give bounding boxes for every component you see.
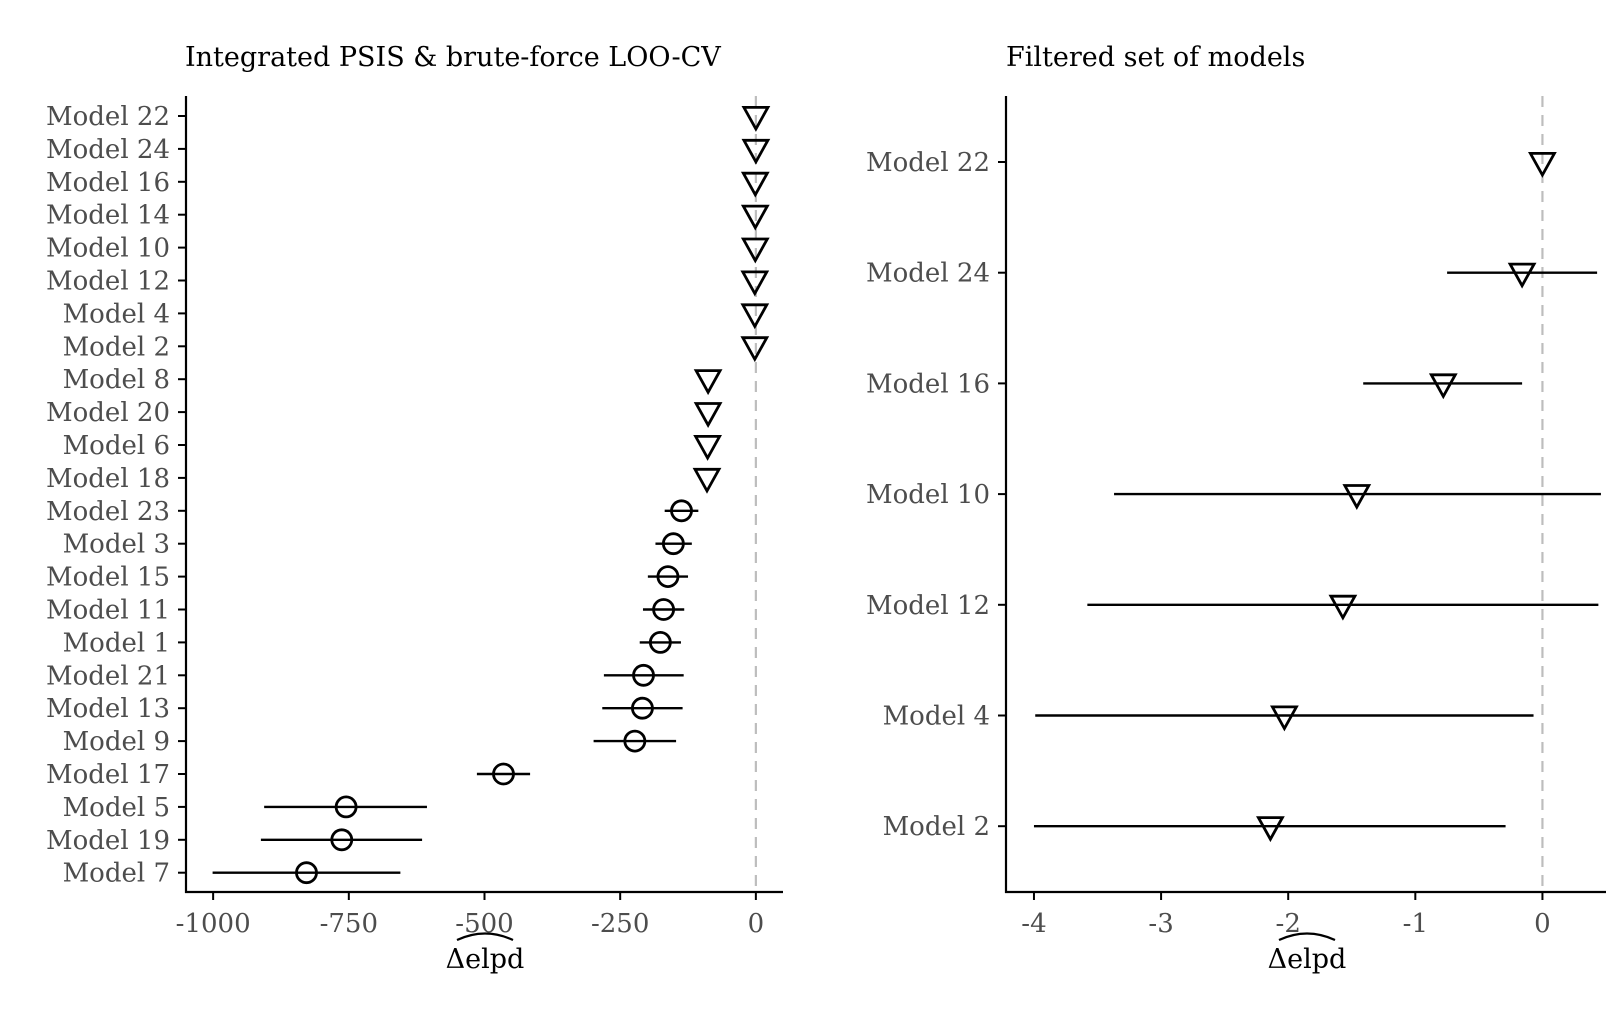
point-triangle-marker bbox=[693, 369, 723, 396]
y-category-label: Model 19 bbox=[46, 826, 170, 856]
y-category-label: Model 9 bbox=[63, 727, 170, 757]
x-tick-label: -500 bbox=[455, 909, 513, 939]
point-triangle-marker bbox=[740, 303, 770, 330]
point-circle-marker bbox=[661, 532, 685, 556]
y-category-label: Model 16 bbox=[866, 369, 990, 399]
x-axis-title: Δelpd bbox=[446, 944, 525, 975]
point-triangle-marker bbox=[740, 237, 770, 264]
point-triangle-marker bbox=[740, 204, 770, 231]
point-circle-marker bbox=[623, 729, 647, 753]
y-category-label: Model 15 bbox=[46, 563, 170, 593]
point-circle-marker bbox=[631, 696, 654, 720]
y-category-label: Model 7 bbox=[63, 859, 170, 889]
y-category-label: Model 10 bbox=[866, 480, 990, 510]
y-category-label: Model 1 bbox=[63, 628, 170, 658]
y-category-label: Model 3 bbox=[63, 530, 170, 560]
x-axis-title-text: Δelpd bbox=[1268, 944, 1347, 975]
x-tick-label: -1000 bbox=[176, 909, 251, 939]
y-category-label: Model 11 bbox=[46, 596, 170, 626]
y-category-label: Model 2 bbox=[883, 812, 990, 842]
point-circle-marker bbox=[670, 499, 693, 523]
y-category-label: Model 10 bbox=[46, 234, 170, 264]
y-category-label: Model 21 bbox=[46, 661, 170, 691]
point-triangle-marker bbox=[693, 402, 723, 428]
panel-title: Filtered set of models bbox=[1006, 42, 1305, 73]
point-triangle-marker bbox=[1342, 484, 1372, 510]
y-category-label: Model 12 bbox=[866, 591, 990, 621]
x-tick-label: 0 bbox=[748, 909, 765, 939]
point-triangle-marker bbox=[741, 138, 771, 165]
point-triangle-marker bbox=[1270, 705, 1299, 732]
y-category-label: Model 22 bbox=[46, 102, 170, 132]
point-triangle-marker bbox=[740, 270, 770, 297]
x-axis-title: Δelpd bbox=[1268, 944, 1347, 975]
point-circle-marker bbox=[648, 631, 672, 654]
point-circle-marker bbox=[295, 861, 318, 885]
point-triangle-marker bbox=[1528, 151, 1557, 178]
y-category-label: Model 4 bbox=[883, 702, 990, 732]
y-category-label: Model 8 bbox=[63, 365, 170, 395]
point-circle-marker bbox=[656, 565, 680, 588]
x-tick-label: -4 bbox=[1021, 909, 1046, 939]
elpd-hat-accent bbox=[1278, 932, 1336, 941]
x-tick-label: 0 bbox=[1534, 909, 1551, 939]
x-tick-label: -3 bbox=[1148, 909, 1173, 939]
point-circle-marker bbox=[652, 598, 675, 621]
y-category-label: Model 20 bbox=[46, 398, 170, 428]
panel-filtered-models: Filtered set of models Δelpd -4 -3 -2 -1 0 Mo… bbox=[866, 42, 1606, 975]
y-category-label: Model 24 bbox=[866, 259, 990, 289]
point-triangle-marker bbox=[1507, 262, 1537, 289]
point-triangle-marker bbox=[1328, 594, 1358, 621]
y-category-label: Model 14 bbox=[46, 201, 170, 231]
point-triangle-marker bbox=[1256, 816, 1285, 843]
point-triangle-marker bbox=[741, 106, 771, 132]
y-category-label: Model 13 bbox=[46, 694, 170, 724]
y-category-label: Model 16 bbox=[46, 168, 170, 198]
point-triangle-marker bbox=[740, 336, 770, 363]
point-triangle-marker bbox=[693, 434, 722, 461]
y-category-label: Model 6 bbox=[63, 431, 170, 461]
panel-loo-cv-all-models: Integrated PSIS & brute-force LOO-CV Δel… bbox=[46, 42, 783, 975]
point-triangle-marker bbox=[1428, 373, 1458, 400]
x-tick-label: -2 bbox=[1276, 909, 1301, 939]
x-tick-label: -1 bbox=[1403, 909, 1428, 939]
y-category-label: Model 17 bbox=[46, 760, 170, 790]
point-triangle-marker bbox=[740, 171, 770, 198]
y-category-label: Model 12 bbox=[46, 267, 170, 297]
y-category-label: Model 18 bbox=[46, 464, 170, 494]
point-circle-marker bbox=[330, 828, 354, 852]
elpd-hat-accent bbox=[456, 932, 514, 941]
y-category-label: Model 22 bbox=[866, 148, 990, 178]
x-tick-label: -250 bbox=[591, 909, 649, 939]
x-axis-title-text: Δelpd bbox=[446, 944, 525, 975]
y-category-label: Model 24 bbox=[46, 135, 170, 165]
point-circle-marker bbox=[334, 795, 358, 819]
y-category-label: Model 2 bbox=[63, 332, 170, 362]
x-tick-label: -750 bbox=[320, 909, 378, 939]
panel-title: Integrated PSIS & brute-force LOO-CV bbox=[185, 42, 721, 73]
y-category-label: Model 23 bbox=[46, 497, 170, 527]
point-circle-marker bbox=[632, 663, 655, 687]
point-circle-marker bbox=[492, 762, 515, 786]
y-category-label: Model 4 bbox=[63, 299, 170, 329]
point-triangle-marker bbox=[692, 467, 722, 494]
y-category-label: Model 5 bbox=[63, 793, 170, 823]
